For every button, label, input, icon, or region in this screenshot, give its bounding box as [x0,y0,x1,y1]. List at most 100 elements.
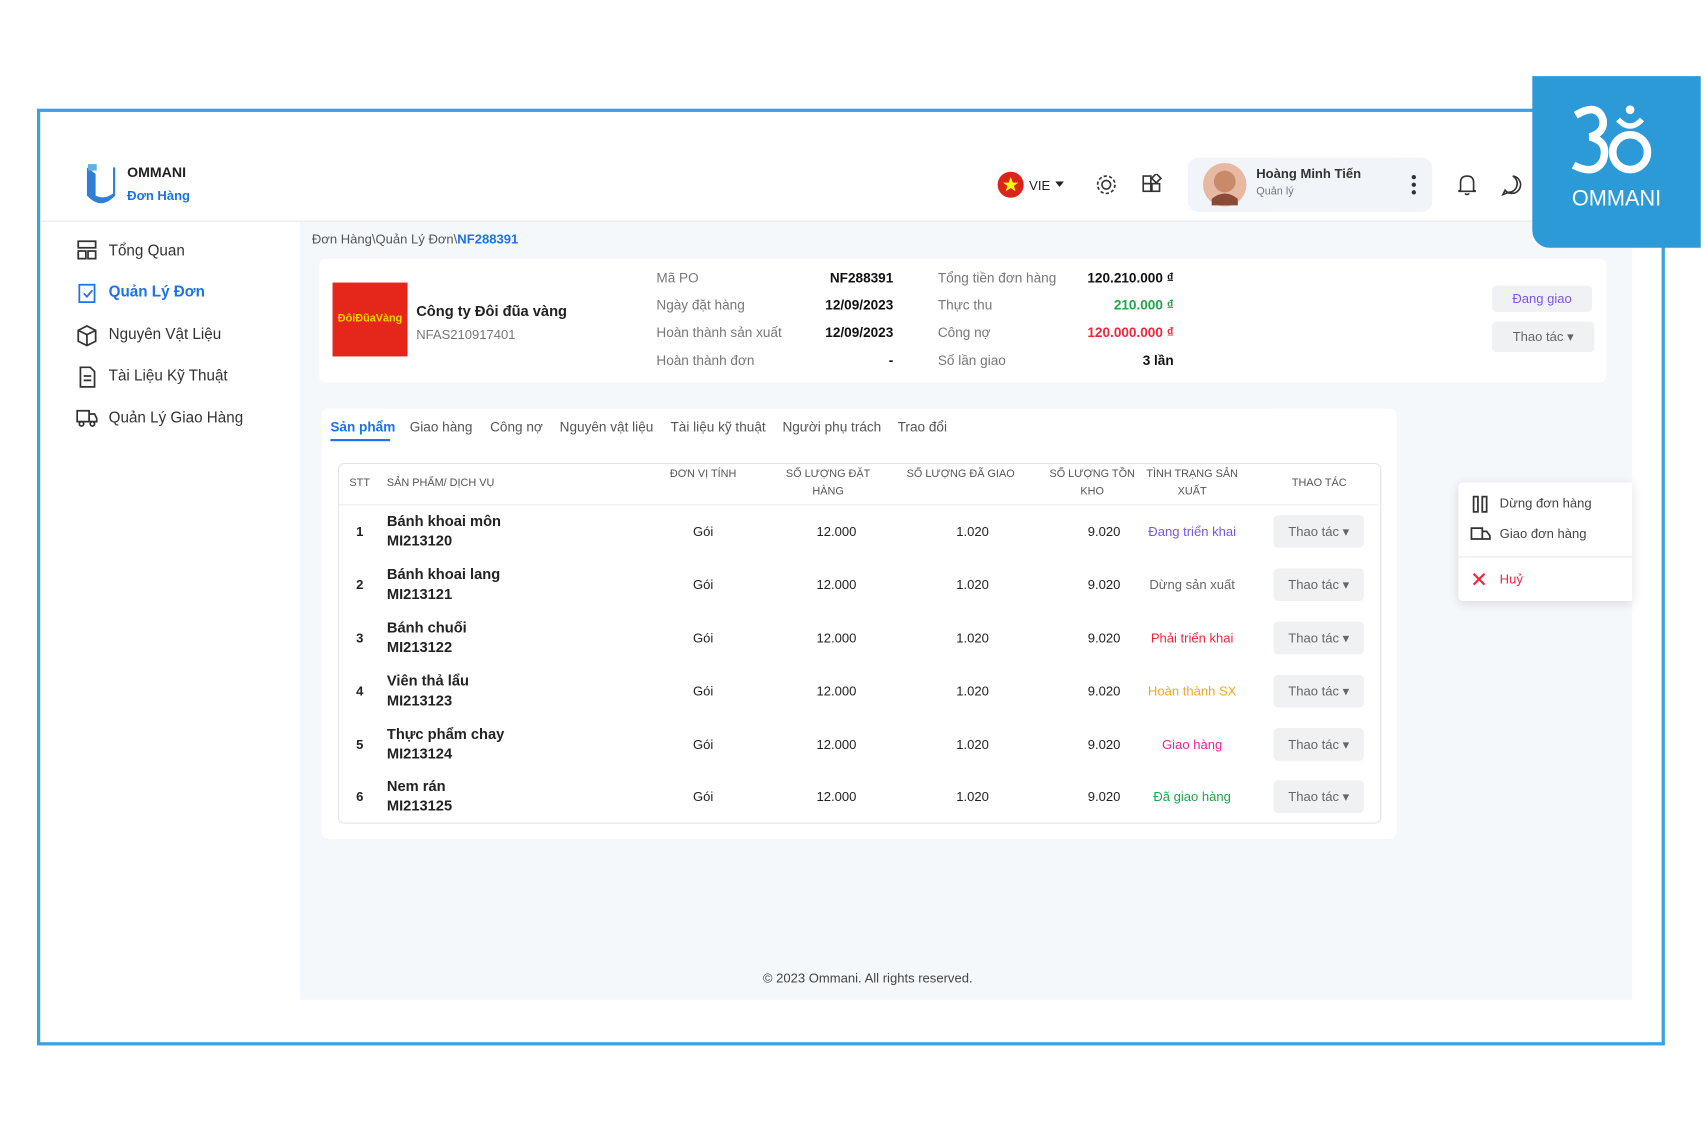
unit: Gói [692,788,714,805]
product-code: MI213124 [386,745,453,762]
row-action[interactable]: Thao tác ▾ [1273,728,1364,761]
menu-item[interactable]: Giao đơn hàng [1499,525,1587,542]
status: Phải triển khai [1150,630,1234,646]
product-name: Viên thả lẩu [386,672,469,689]
column-header: TÌNH TRẠNG SẢN XUẤT [1146,468,1238,498]
qty-stock: 9.020 [1087,523,1121,540]
row-index: 2 [356,577,364,593]
menu-item[interactable]: Huỷ [1499,571,1523,587]
header-divider [40,220,1633,222]
unit: Gói [692,736,714,753]
tab-underline [330,439,391,442]
qty-delivered: 1.020 [956,683,989,699]
order-card [319,258,1607,383]
order-action-label: Thao tác [1512,329,1564,345]
qty-delivered: 1.020 [956,736,989,753]
field-label: Hoàn thành sản xuất [656,324,782,341]
status: Dừng sản xuất [1149,577,1235,593]
product-code: MI213120 [386,532,453,549]
status: Đã giao hàng [1153,788,1231,805]
tab[interactable]: Trao đổi [897,419,947,435]
sidebar-item[interactable]: Quản Lý Đơn [108,282,205,300]
sidebar-icons [76,240,98,427]
status: Đang triển khai [1148,523,1237,540]
avatar [1203,163,1247,207]
breadcrumb: Đơn Hàng\Quản Lý Đơn\NF288391 [312,231,518,246]
qty-stock: 9.020 [1087,577,1121,593]
user-role: Quản lý [1256,185,1294,198]
corner-logo-text: OMMANI [1571,186,1662,211]
status: Hoàn thành SX [1147,683,1237,699]
column-header: SẢN PHẨM/ DỊCH VỤ [386,477,495,490]
row-action-label: Thao tác [1288,577,1340,593]
row-action[interactable]: Thao tác ▾ [1273,674,1364,708]
menu-divider [1458,556,1633,558]
column-header: SỐ LƯỢNG ĐẶT HÀNG [785,468,871,498]
field-value: NF288391 [829,270,894,286]
tab[interactable]: Công nợ [490,419,543,435]
tab[interactable]: Giao hàng [409,419,473,435]
user-name: Hoàng Minh Tiến [1256,166,1362,182]
field-value: 210.000 ₫ [1113,297,1174,313]
product-code: MI213122 [386,638,453,656]
apps-icon[interactable] [1141,173,1163,196]
bell-icon[interactable] [1456,173,1478,197]
row-action[interactable]: Thao tác ▾ [1273,568,1364,601]
menu-icons [1470,495,1491,586]
qty-ordered: 12.000 [816,736,857,753]
sidebar-item[interactable]: Nguyên Vật Liệu [108,324,222,343]
field-value: 3 lần [1142,353,1174,369]
footer: © 2023 Ommani. All rights reserved. [762,970,973,986]
unit: Gói [692,523,714,540]
status-badge: Đang giao [1492,285,1593,312]
product-name: Thực phẩm chay [386,725,505,743]
row-action[interactable]: Thao tác ▾ [1273,621,1364,655]
column-header: THAO TÁC [1291,477,1347,490]
product-code: MI213125 [386,797,453,814]
settings-icon[interactable] [1095,174,1117,196]
row-index: 1 [356,523,364,540]
column-header: STT [349,477,370,490]
company-logo: ĐôiĐũaVàng [332,282,408,357]
field-label: Tổng tiền đơn hàng [937,270,1057,286]
caret [1055,181,1064,187]
company-name: Công ty Đôi đũa vàng [416,303,568,320]
sidebar-item[interactable]: Tổng Quan [108,241,185,259]
qty-ordered: 12.000 [816,630,857,646]
language[interactable]: VIE [1029,178,1051,194]
row-action-label: Thao tác [1288,683,1340,699]
product-code: MI213123 [386,692,453,709]
sidebar-item[interactable]: Tài Liệu Kỹ Thuật [108,366,228,384]
column-header: ĐƠN VỊ TÍNH [669,468,737,481]
row-action[interactable]: Thao tác ▾ [1273,780,1364,813]
field-value: 120.210.000 ₫ [1087,270,1174,286]
qty-delivered: 1.020 [956,630,989,646]
field-label: Mã PO [656,270,699,286]
row-action-label: Thao tác [1288,523,1340,540]
unit: Gói [692,683,714,699]
qty-stock: 9.020 [1087,683,1121,699]
row-action[interactable]: Thao tác ▾ [1273,515,1364,548]
tab[interactable]: Tài liệu kỹ thuật [670,419,766,435]
breadcrumb-path[interactable]: Đơn Hàng\Quản Lý Đơn\ [311,231,458,247]
product-code: MI213121 [386,585,453,603]
qty-stock: 9.020 [1087,630,1121,646]
corner-mark [1571,105,1652,174]
field-label: Thực thu [937,297,993,313]
chat-icon[interactable] [1501,174,1525,198]
header-divider [339,504,1378,506]
menu-item[interactable]: Dừng đơn hàng [1499,495,1592,511]
flag[interactable] [997,171,1025,199]
qty-delivered: 1.020 [956,788,989,805]
field-label: Công nợ [937,324,991,341]
qty-stock: 9.020 [1087,736,1121,753]
row-action-label: Thao tác [1288,788,1340,805]
status: Giao hàng [1162,736,1223,753]
order-action[interactable]: Thao tác ▾ [1492,321,1595,353]
sidebar-item[interactable]: Quản Lý Giao Hàng [108,408,244,426]
kebab[interactable] [1408,174,1419,196]
tab[interactable]: Nguyên vật liệu [559,419,654,435]
tab[interactable]: Sản phẩm [330,419,396,435]
tab[interactable]: Người phụ trách [782,419,882,435]
